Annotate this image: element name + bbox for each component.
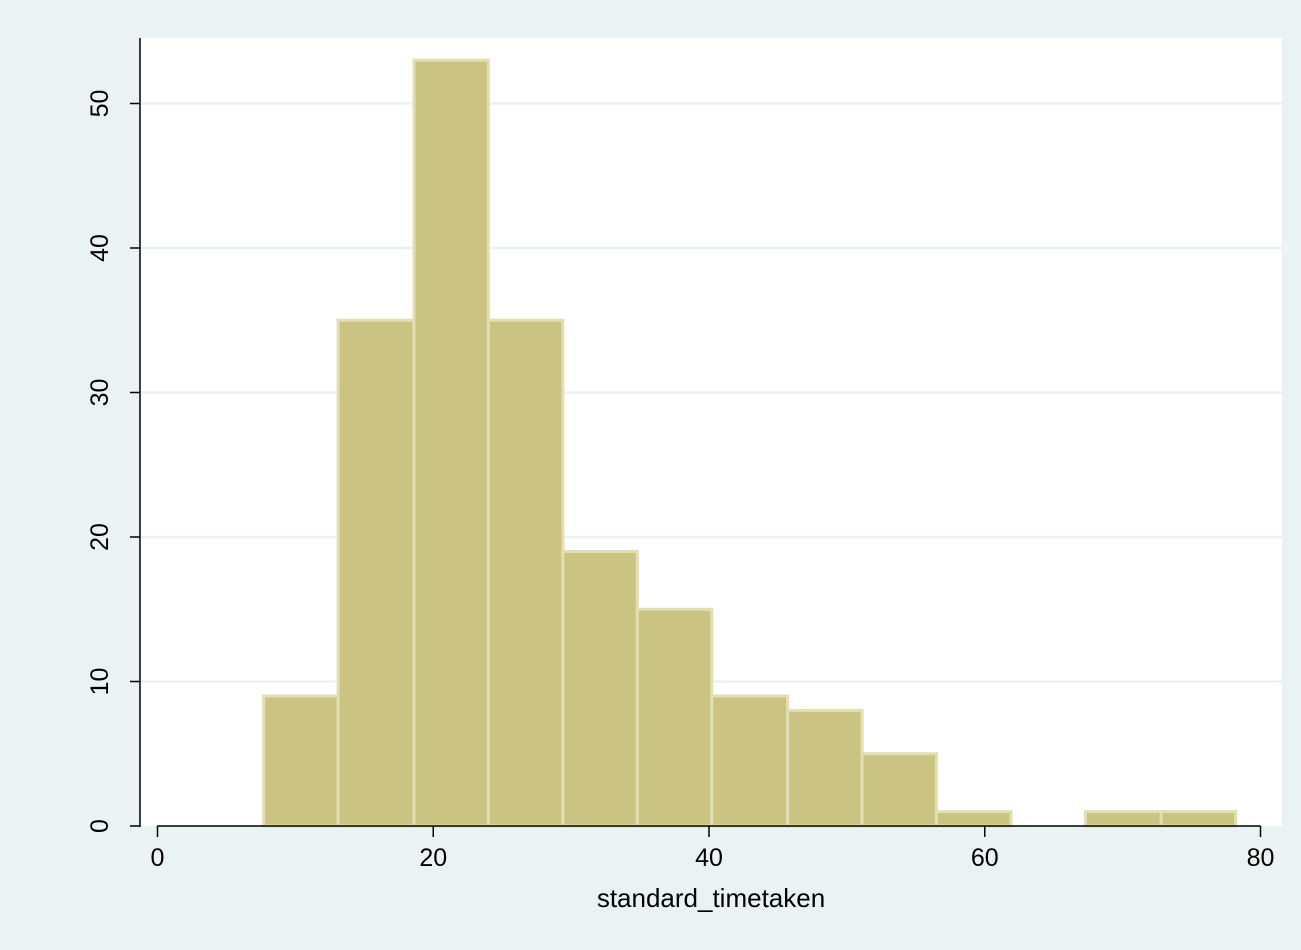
- histogram-bar-3: [412, 58, 490, 828]
- y-tick-label-10: 10: [86, 668, 114, 696]
- histogram-bar-6: [635, 607, 714, 828]
- x-tick-label-80: 80: [1247, 844, 1275, 872]
- histogram-bar-12: [1083, 810, 1163, 828]
- histogram-bar-10: [934, 810, 1013, 828]
- histogram-bar-13: [1159, 810, 1238, 828]
- x-tick-label-20: 20: [419, 844, 447, 872]
- bars: [262, 58, 1238, 828]
- histogram-bar-8: [786, 708, 864, 828]
- y-tick-label-20: 20: [86, 523, 114, 551]
- y-tick-label-40: 40: [86, 234, 114, 262]
- y-tick-label-50: 50: [86, 90, 114, 118]
- histogram-bar-7: [710, 694, 790, 828]
- histogram-bar-5: [561, 549, 639, 828]
- histogram-bar-4: [486, 318, 565, 828]
- histogram-bar-2: [336, 318, 416, 828]
- axes: [130, 38, 1262, 837]
- y-tick-label-0: 0: [86, 819, 114, 833]
- x-tick-label-40: 40: [695, 844, 723, 872]
- histogram-bar-1: [262, 694, 340, 828]
- x-tick-label-0: 0: [151, 844, 165, 872]
- tick-labels: 0 10 20 30 40 50 0 20 40 60 80: [86, 90, 1274, 872]
- histogram-bar-9: [860, 752, 938, 828]
- y-tick-label-30: 30: [86, 379, 114, 407]
- x-axis-title: standard_timetaken: [597, 883, 825, 913]
- x-tick-label-60: 60: [971, 844, 999, 872]
